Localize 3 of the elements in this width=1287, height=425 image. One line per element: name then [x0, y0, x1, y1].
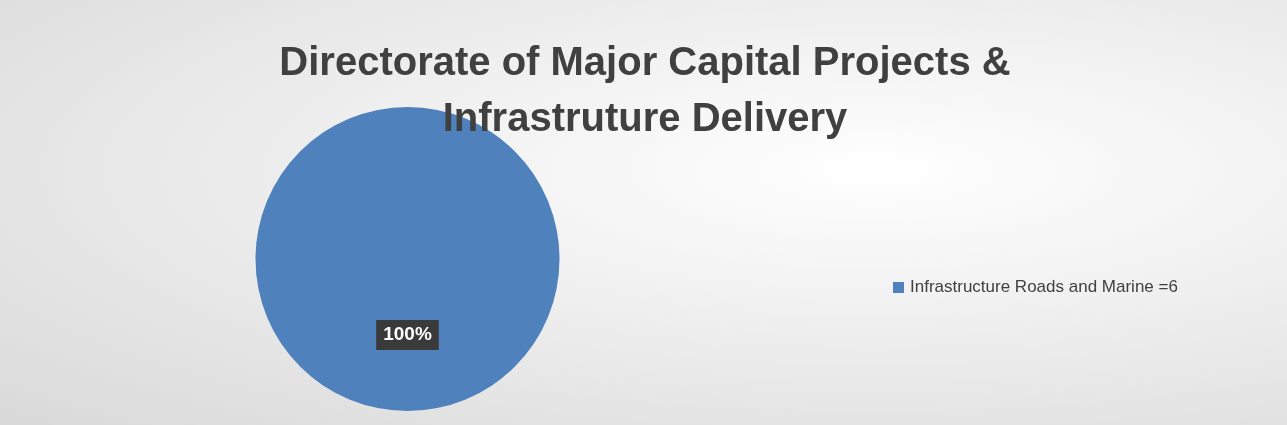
chart-title: Directorate of Major Capital Projects & Infrastruture Delivery: [278, 38, 1012, 141]
data-label: 100%: [383, 323, 432, 345]
legend-label: Infrastructure Roads and Marine =6: [910, 277, 1178, 297]
